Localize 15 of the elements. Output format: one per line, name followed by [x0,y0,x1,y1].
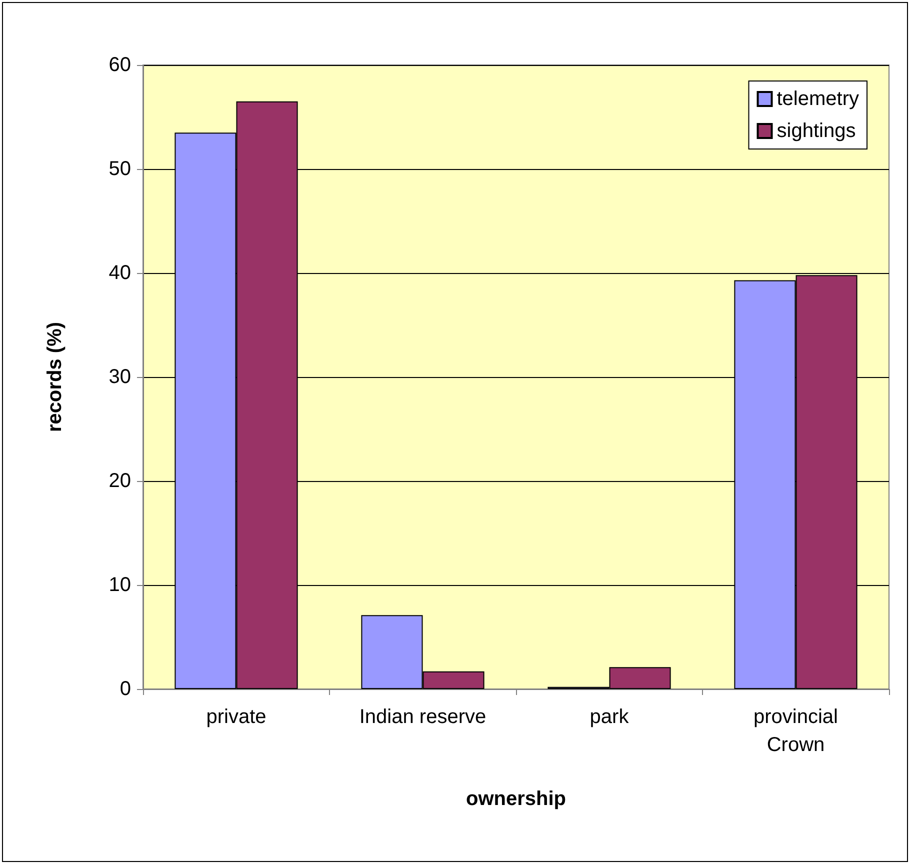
y-tick-label: 50 [108,158,131,180]
y-tick-label: 30 [108,366,131,388]
y-tick-label: 40 [108,262,131,284]
y-tick-label: 0 [120,678,131,700]
x-tick-label: Indian reserve [359,706,486,728]
y-axis-title: records (%) [44,322,66,432]
x-tick-label: private [206,706,266,728]
y-tick-label: 60 [108,54,131,76]
x-axis-title: ownership [466,788,566,810]
legend-label: sightings [776,120,856,142]
x-tick-label: provincial Crown [754,706,838,756]
x-tick-label: park [590,706,630,728]
y-tick-label: 20 [108,470,131,492]
legend-label: telemetry [776,88,860,110]
y-tick-label: 10 [108,574,131,596]
